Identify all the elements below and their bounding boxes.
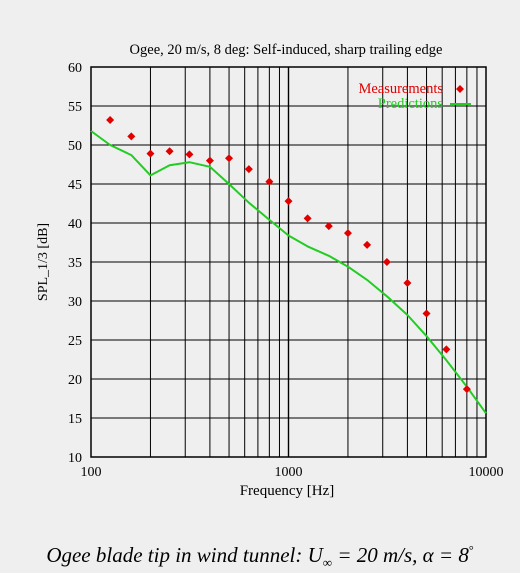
grid-lines: [91, 67, 486, 457]
measurement-point: [244, 165, 253, 174]
measurement-point: [284, 197, 293, 206]
predictions-line: [90, 130, 487, 414]
y-tick-label: 55: [68, 100, 82, 115]
measurement-point: [382, 258, 391, 266]
measurement-point: [146, 149, 155, 158]
x-tick-label: 100: [81, 465, 102, 480]
measurement-point: [165, 147, 174, 156]
caption-alpha: α = 8: [422, 543, 469, 567]
legend-marker-measurements: [456, 85, 464, 93]
y-tick-labels: 10 15 20 25 30 35 40 45 50 55 60: [68, 61, 82, 466]
measurement-point: [343, 229, 352, 238]
measurement-point: [442, 345, 451, 354]
measurements-series: [106, 116, 471, 394]
measurement-point: [205, 156, 214, 165]
measurement-point: [303, 214, 312, 223]
y-tick-label: 15: [68, 412, 82, 427]
y-tick-label: 25: [68, 334, 82, 349]
caption-degree: °: [468, 543, 474, 557]
y-tick-label: 60: [68, 61, 82, 76]
y-tick-label: 35: [68, 256, 82, 271]
chart-title: Ogee, 20 m/s, 8 deg: Self-induced, sharp…: [130, 42, 443, 58]
y-tick-label: 45: [68, 178, 82, 193]
predictions-series: [90, 130, 487, 414]
caption-u-subscript: ∞: [322, 555, 333, 570]
measurement-point: [265, 177, 274, 186]
measurement-point: [185, 150, 194, 159]
figure-caption: Ogee blade tip in wind tunnel: U∞ = 20 m…: [0, 543, 520, 571]
chart: 100 1000 10000 10 15 20 25 30 35 40 45 50 55 60 Meas…: [36, 42, 504, 499]
y-tick-label: 30: [68, 295, 82, 310]
measurement-point: [225, 154, 234, 163]
caption-u-symbol: U: [307, 543, 323, 567]
measurement-point: [403, 279, 412, 288]
measurement-point: [106, 116, 115, 125]
y-tick-label: 40: [68, 217, 82, 232]
caption-prefix: Ogee blade tip in wind tunnel:: [46, 543, 303, 567]
legend-label-predictions: Predictions: [378, 96, 444, 112]
y-axis-label: SPL_1/3 [dB]: [36, 223, 51, 301]
y-tick-label: 10: [68, 451, 82, 466]
caption-u-value: = 20 m/s,: [337, 543, 418, 567]
y-tick-label: 50: [68, 139, 82, 154]
measurement-point: [363, 240, 372, 249]
y-tick-label: 20: [68, 373, 82, 388]
x-axis-label: Frequency [Hz]: [240, 483, 335, 499]
measurement-point: [324, 222, 333, 231]
x-tick-labels: 100 1000 10000: [81, 465, 504, 480]
legend-label-measurements: Measurements: [358, 81, 443, 97]
x-tick-label: 10000: [469, 465, 504, 480]
measurement-point: [462, 385, 471, 394]
measurement-point: [127, 132, 136, 141]
measurement-point: [422, 309, 431, 318]
x-tick-label: 1000: [275, 465, 303, 480]
